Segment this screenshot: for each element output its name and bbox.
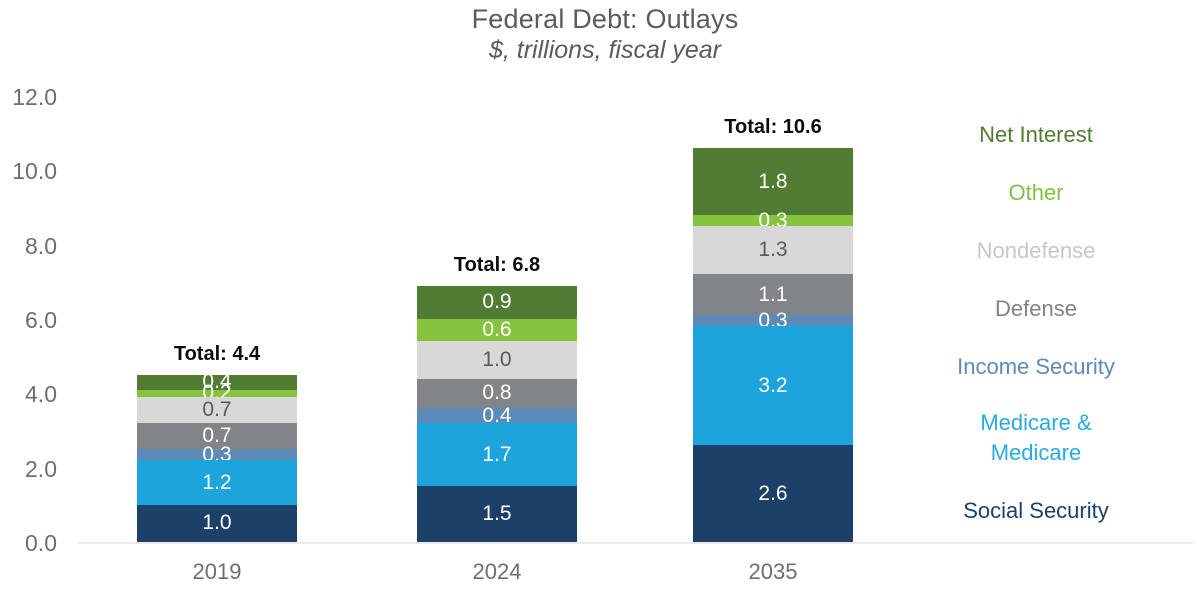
segment-value-label: 1.5 (482, 502, 512, 526)
segment-value-label: 0.4 (482, 403, 512, 427)
bar-segment-other: 0.6 (417, 318, 577, 342)
bar-segment-net-interest: 0.9 (417, 285, 577, 320)
legend-item-medicare-medicare: Medicare & Medicare (980, 410, 1092, 465)
bar-segment-other: 0.3 (693, 209, 853, 232)
plot-area: 1.0 1.2 0.3 0.7 0.7 0.2 0.4 Total: 4.4 2019 1.5 1.… (78, 97, 1193, 584)
segment-value-label: 0.3 (758, 208, 788, 232)
legend-item-nondefense: Nondefense (976, 238, 1096, 263)
bar-total-label: Total: 6.8 (453, 253, 541, 276)
y-tick-label: 12.0 (12, 84, 57, 110)
x-axis-label-2019: 2019 (192, 559, 242, 584)
y-tick-label: 10.0 (12, 158, 57, 185)
bar-segment-defense: 0.8 (417, 378, 577, 409)
legend-item-other: Other (1008, 180, 1064, 205)
stacked-bar-2019: 1.0 1.2 0.3 0.7 0.7 0.2 0.4 (137, 370, 297, 542)
legend-item-defense: Defense (995, 296, 1077, 321)
segment-value-label: 0.6 (482, 318, 512, 342)
segment-value-label: 0.3 (758, 308, 788, 332)
y-tick-label: 6.0 (25, 307, 57, 333)
x-axis-label-2024: 2024 (472, 559, 522, 584)
segment-value-label: 0.4 (202, 370, 232, 394)
segment-value-label: 0.7 (202, 398, 232, 422)
bar-segment-medicare-medicare: 1.7 (417, 423, 577, 487)
bar-segment-defense: 1.1 (693, 274, 853, 316)
bar-segment-other: 0.2 (137, 381, 297, 404)
y-tick-label: 2.0 (25, 455, 57, 482)
segment-value-label: 0.3 (202, 442, 232, 466)
bar-total-label: Total: 4.4 (173, 342, 261, 365)
segment-value-label: 1.7 (482, 442, 512, 466)
segment-value-label: 1.3 (758, 238, 788, 262)
legend-item-income-security: Income Security (957, 354, 1115, 379)
bar-segment-net-interest: 1.8 (693, 148, 853, 215)
bar-segment-defense: 0.7 (137, 423, 297, 450)
x-axis-line (78, 542, 1193, 544)
segment-value-label: 0.7 (202, 424, 232, 448)
bar-segment-social-security: 2.6 (693, 445, 853, 542)
bar-total-label: Total: 10.6 (724, 116, 822, 139)
bar-segment-income-security: 0.3 (693, 309, 853, 332)
stacked-bar-2024: 1.5 1.7 0.4 0.8 1.0 0.6 0.9 (417, 285, 577, 542)
stacked-bar-2035: 2.6 3.2 0.3 1.1 1.3 0.3 1.8 (693, 148, 853, 542)
x-axis-label-2035: 2035 (748, 559, 798, 584)
segment-value-label: 1.1 (758, 282, 788, 306)
segment-value-label: 1.0 (482, 347, 512, 371)
bar-segment-nondefense: 1.0 (417, 341, 577, 379)
segment-value-label: 2.6 (758, 481, 788, 505)
y-axis: 12.0 10.0 8.0 6.0 4.0 2.0 0.0 (0, 84, 57, 556)
bar-segment-medicare-medicare: 1.2 (137, 460, 297, 505)
segment-value-label: 1.2 (202, 470, 232, 494)
segment-value-label: 1.8 (758, 169, 788, 193)
chart-title: Federal Debt: Outlays (471, 4, 739, 34)
segment-value-label: 3.2 (758, 373, 788, 397)
bar-segment-nondefense: 0.7 (137, 397, 297, 424)
bar-segment-nondefense: 1.3 (693, 226, 853, 275)
segment-value-label: 1.0 (202, 511, 232, 535)
y-tick-label: 8.0 (25, 232, 57, 259)
segment-value-label: 0.8 (482, 381, 512, 405)
bar-segment-medicare-medicare: 3.2 (693, 326, 853, 446)
y-tick-label: 0.0 (25, 530, 57, 556)
y-tick-label: 4.0 (25, 381, 57, 408)
bar-segment-social-security: 1.5 (417, 486, 577, 542)
legend: Net Interest Other Nondefense Defense Income… (930, 110, 1142, 550)
bar-segment-net-interest: 0.4 (137, 370, 297, 393)
segment-value-label: 0.9 (482, 290, 512, 314)
legend-item-net-interest: Net Interest (979, 122, 1093, 147)
chart-subtitle: $, trillions, fiscal year (488, 36, 722, 64)
legend-item-social-security: Social Security (963, 498, 1109, 523)
bar-segment-income-security: 0.3 (137, 443, 297, 466)
bar-segment-social-security: 1.0 (137, 504, 297, 542)
bar-segment-income-security: 0.4 (417, 404, 577, 427)
